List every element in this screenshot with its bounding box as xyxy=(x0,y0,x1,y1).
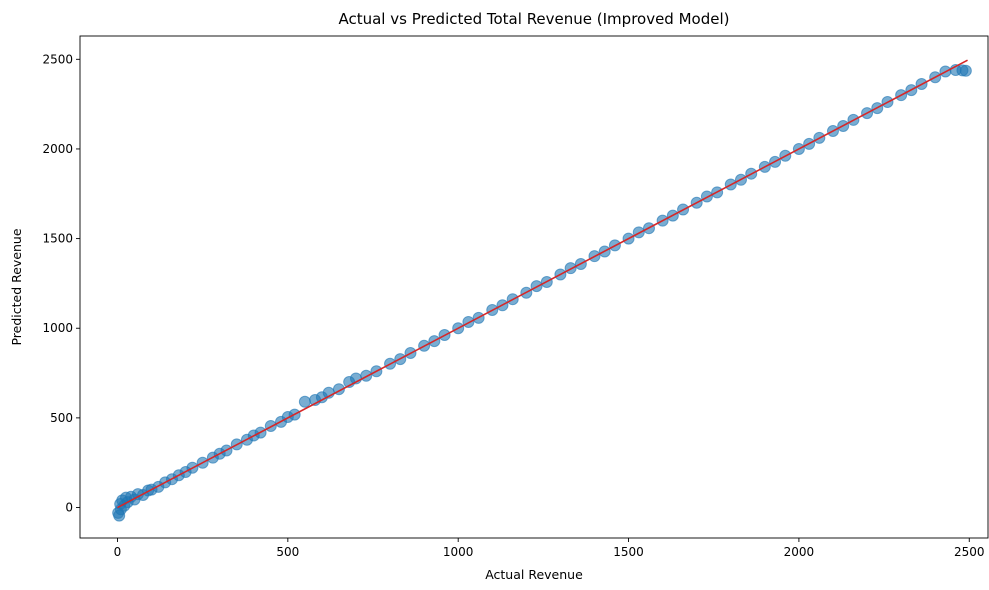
y-tick-label: 500 xyxy=(50,411,73,425)
reference-line-layer xyxy=(117,59,968,509)
y-tick-label: 0 xyxy=(65,501,73,515)
y-axis-label: Predicted Revenue xyxy=(9,228,24,345)
y-axis: 0 500 1000 1500 2000 2500 xyxy=(42,52,80,515)
plot-frame xyxy=(79,35,989,539)
y-tick-label: 2000 xyxy=(42,142,73,156)
chart-title: Actual vs Predicted Total Revenue (Impro… xyxy=(338,10,729,28)
x-tick-label: 2000 xyxy=(784,545,815,559)
x-axis: 0 500 1000 1500 2000 2500 xyxy=(114,538,985,559)
x-tick-label: 1500 xyxy=(613,545,644,559)
data-point xyxy=(959,64,972,77)
points-layer xyxy=(112,64,972,522)
y-tick-label: 2500 xyxy=(42,52,73,66)
y-tick-label: 1500 xyxy=(42,232,73,246)
x-tick-label: 2500 xyxy=(954,545,985,559)
x-tick-label: 0 xyxy=(114,545,122,559)
x-tick-label: 500 xyxy=(276,545,299,559)
y-tick-label: 1000 xyxy=(42,321,73,335)
reference-line xyxy=(117,59,968,509)
data-point xyxy=(298,395,311,408)
x-axis-label: Actual Revenue xyxy=(485,567,583,582)
x-tick-label: 1000 xyxy=(443,545,474,559)
